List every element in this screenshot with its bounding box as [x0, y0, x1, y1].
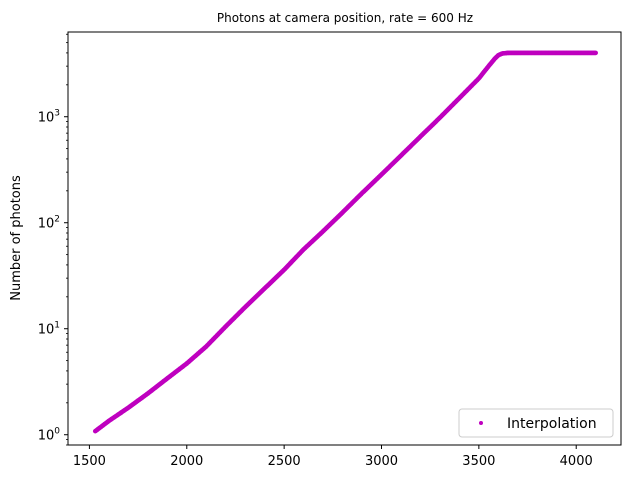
- plot-area: [67, 31, 622, 446]
- x-tick-label: 3000: [365, 454, 398, 469]
- legend-marker: [479, 421, 483, 425]
- x-tick-label: 3500: [462, 454, 495, 469]
- series-points: [92, 50, 598, 434]
- y-tick-label: 103: [38, 109, 60, 126]
- ticks-layer: 1500 2000 2500 3000 3500 4000 100 101 102 103: [38, 33, 593, 469]
- x-tick-label: 1500: [73, 454, 106, 469]
- legend: Interpolation: [458, 408, 614, 438]
- y-axis-title: Number of photons: [9, 175, 24, 301]
- legend-box: [458, 408, 614, 438]
- x-tick-label: 2500: [268, 454, 301, 469]
- y-tick-label: 100: [38, 427, 61, 444]
- x-tick-label: 2000: [170, 454, 203, 469]
- y-tick-label: 101: [38, 321, 60, 338]
- legend-label: Interpolation: [507, 416, 597, 432]
- data-point: [593, 50, 598, 56]
- data-layer: [92, 50, 598, 434]
- x-tick-label: 4000: [560, 454, 593, 469]
- y-tick-label: 102: [38, 215, 60, 232]
- chart-title: Photons at camera position, rate = 600 H…: [217, 11, 473, 25]
